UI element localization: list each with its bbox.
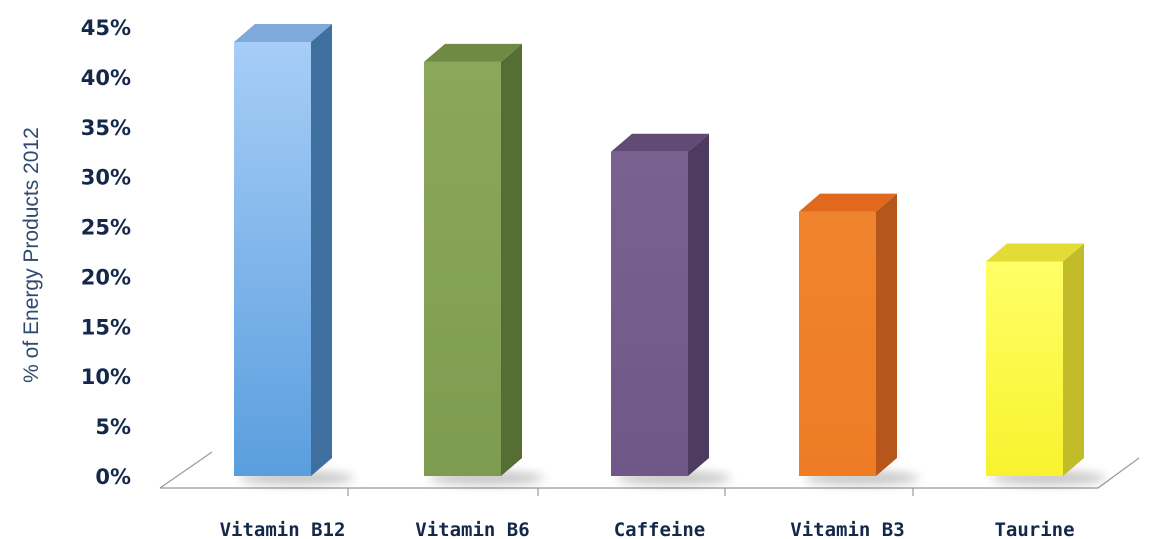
bar-top-face [986, 243, 1084, 262]
category-label: Caffeine [614, 519, 706, 539]
bar-front-face [424, 61, 501, 477]
bar-side-face [688, 133, 709, 476]
bar-side-face [1063, 243, 1084, 476]
category-label: Vitamin B6 [415, 519, 529, 539]
bar-taurine [986, 243, 1107, 485]
bar-front-face [799, 211, 876, 477]
y-tick-label: 20% [81, 265, 131, 289]
category-labels: Vitamin B12 Vitamin B6 Caffeine Vitamin B3 T… [220, 519, 1075, 539]
y-tick-label: 0% [95, 465, 131, 489]
bar-front-face [986, 261, 1063, 476]
y-tick-label: 10% [81, 365, 131, 389]
bar-vitamin-b3 [799, 193, 920, 485]
bar-top-face [234, 23, 332, 42]
bar-vitamin-b6 [424, 43, 545, 485]
y-tick-label: 35% [81, 116, 131, 140]
bar-vitamin-b12 [234, 23, 355, 485]
bar-front-face [234, 41, 311, 476]
category-label: Taurine [994, 519, 1074, 539]
category-label: Vitamin B12 [220, 519, 346, 539]
floor-left-edge [159, 451, 213, 489]
y-tick-label: 15% [81, 315, 131, 339]
y-axis: 0% 5% 10% 15% 20% 25% 30% 35% 40% 45% [81, 16, 131, 489]
y-tick-label: 5% [95, 415, 131, 439]
floor-front-edge [160, 457, 1140, 489]
y-axis-title: % of Energy Products 2012 [20, 127, 43, 383]
bar-top-face [424, 43, 522, 62]
chart-floor [159, 451, 1140, 496]
bars [234, 23, 1107, 485]
bar-side-face [501, 43, 522, 477]
bar-front-face [611, 151, 688, 476]
y-tick-label: 40% [81, 66, 131, 90]
bar-side-face [311, 23, 332, 476]
bar-side-face [876, 193, 897, 477]
category-label: Vitamin B3 [790, 519, 904, 539]
bar-caffeine [611, 133, 732, 485]
y-tick-label: 45% [81, 16, 131, 40]
y-tick-label: 25% [81, 216, 131, 240]
bar-top-face [611, 133, 709, 152]
bar-top-face [799, 193, 897, 212]
y-tick-label: 30% [81, 166, 131, 190]
